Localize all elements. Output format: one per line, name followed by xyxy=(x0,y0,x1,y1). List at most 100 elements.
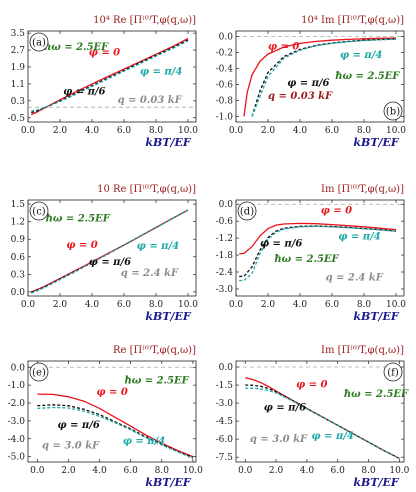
x-tick-label: 2.0 xyxy=(261,126,276,136)
panel-letter: (d) xyxy=(240,207,254,218)
panel-letter-badge xyxy=(383,362,403,382)
annotation-label: φ = π/4 xyxy=(137,241,179,252)
series-line-2 xyxy=(251,38,397,117)
y-tick-label: -4.0 xyxy=(8,435,26,445)
panel-title: 10⁴ Re [Π⁽⁰⁾T,φ(q,ω)] xyxy=(93,15,196,26)
annotation-label: q = 3.0 kF xyxy=(250,434,308,445)
y-tick-label: -1.2 xyxy=(216,234,233,244)
x-tick-label: 4.0 xyxy=(293,126,308,136)
panel-letter-badge xyxy=(29,201,49,221)
annotation-label: ħω = 2.5EF xyxy=(44,42,109,53)
annotation-label: q = 0.03 kF xyxy=(118,95,183,106)
panel-letter-badge xyxy=(29,362,49,382)
series-line-1 xyxy=(37,404,194,459)
series-line-0 xyxy=(243,37,397,117)
panel-c: 0.0 2.0 4.0 6.0 8.0 10.0 0.0 0.3 0.6 0.9 1.2 1.5 ħω … xyxy=(11,184,199,323)
annotation-label: ħω = 2.5EF xyxy=(46,214,111,225)
x-tick-label: 10.0 xyxy=(178,300,198,310)
y-tick-label: -1.0 xyxy=(216,112,234,122)
x-tick-label: 10.0 xyxy=(386,300,406,310)
x-tick-label: 2.0 xyxy=(61,466,76,476)
y-tick-label: -0.4 xyxy=(216,65,234,75)
annotation-label: φ = π/4 xyxy=(123,436,165,447)
plot-frame xyxy=(27,360,197,463)
panel-title: Im [Π⁽⁰⁾T,φ(q,ω)] xyxy=(321,345,404,356)
x-tick-label: 4.0 xyxy=(92,466,107,476)
y-tick-label: -5.0 xyxy=(8,453,26,463)
x-tick-label: 2.0 xyxy=(53,300,68,310)
x-tick-label: 0.0 xyxy=(229,126,244,136)
annotation-label: q = 2.4 kF xyxy=(326,272,384,283)
annotation-label: φ = 0 xyxy=(321,205,352,216)
y-tick-label: -0.6 xyxy=(216,217,234,227)
series-line-2 xyxy=(30,209,189,294)
panel-title: 10⁴ Im [Π⁽⁰⁾T,φ(q,ω)] xyxy=(301,15,404,26)
x-tick-label: 6.0 xyxy=(325,300,340,310)
annotation-label: φ = π/4 xyxy=(338,232,380,243)
annotation-label: φ = 0 xyxy=(296,379,327,390)
x-tick-label: 2.0 xyxy=(261,300,276,310)
x-tick-label: 8.0 xyxy=(357,300,372,310)
y-tick-label: -1.8 xyxy=(216,251,234,261)
x-tick-label: 0.0 xyxy=(30,466,45,476)
y-tick-label: -2.0 xyxy=(8,399,26,409)
y-tick-label: 0.0 xyxy=(219,200,234,210)
y-tick-label: -4.5 xyxy=(216,417,234,427)
panel-letter: (a) xyxy=(32,38,46,49)
y-tick-label: 3.5 xyxy=(11,29,26,39)
y-tick-label: 0.0 xyxy=(219,33,234,43)
x-tick-label: 8.0 xyxy=(149,126,164,136)
x-tick-label: 6.0 xyxy=(325,126,340,136)
x-tick-label: 10.0 xyxy=(389,466,409,476)
panel-letter-badge xyxy=(237,201,257,221)
x-tick-label: 0.0 xyxy=(229,300,244,310)
annotation-label: ħω = 2.5EF xyxy=(274,254,339,265)
annotation-label: φ = 0 xyxy=(96,387,127,398)
y-tick-label: -0.5 xyxy=(8,114,26,124)
plot-frame xyxy=(235,360,405,463)
plot-frame xyxy=(235,199,405,297)
panel-letter-badge xyxy=(383,101,403,121)
annotation-label: q = 0.03 kF xyxy=(268,91,333,102)
plot-frame xyxy=(27,199,197,297)
annotation-label: φ = π/4 xyxy=(340,50,382,61)
x-axis-label: kBT/EF xyxy=(353,136,400,149)
annotation-label: φ = π/6 xyxy=(58,420,100,431)
panel-e: 0.0 2.0 4.0 6.0 8.0 10.0 -5.0 -4.0 -3.0 -2.0 -1.0 0… xyxy=(8,345,204,489)
annotation-label: φ = 0 xyxy=(89,47,120,58)
y-tick-label: 1.9 xyxy=(11,63,26,73)
y-tick-label: -2.4 xyxy=(216,268,234,278)
annotation-label: ħω = 2.5EF xyxy=(335,71,400,82)
panel-title: Im [Π⁽⁰⁾T,φ(q,ω)] xyxy=(321,184,404,195)
series-line-0 xyxy=(239,222,397,255)
panel-letter: (f) xyxy=(387,368,399,379)
y-tick-label: -7.5 xyxy=(216,453,234,463)
x-axis-label: kBT/EF xyxy=(353,476,400,489)
y-tick-label: -1.0 xyxy=(8,381,26,391)
x-tick-label: 6.0 xyxy=(124,466,139,476)
panel-a: 0.0 2.0 4.0 6.0 8.0 10.0 -0.5 0.3 1.1 1.9 2.7 3.5 ħω… xyxy=(8,15,199,149)
x-tick-label: 6.0 xyxy=(117,126,132,136)
y-tick-label: -0.6 xyxy=(216,80,234,90)
series-line-2 xyxy=(245,387,400,459)
y-tick-label: -3.0 xyxy=(216,399,234,409)
y-tick-label: -3.0 xyxy=(8,417,26,427)
x-tick-label: 4.0 xyxy=(85,300,100,310)
x-tick-label: 10.0 xyxy=(178,126,198,136)
panel-f: 0.0 2.0 4.0 6.0 8.0 10.0 -7.5 -6.0 -4.5 -3.0 -1.5 0… xyxy=(216,345,410,489)
y-tick-label: 0.0 xyxy=(219,363,234,373)
y-tick-label: 0.9 xyxy=(11,235,26,245)
panel-title: Re [Π⁽⁰⁾T,φ(q,ω)] xyxy=(113,345,196,356)
series-line-0 xyxy=(37,393,194,458)
panel-d: 0.0 2.0 4.0 6.0 8.0 10.0 -3.0 -2.4 -1.8 -1.2 -0.6 0… xyxy=(216,184,407,323)
x-tick-label: 8.0 xyxy=(361,466,376,476)
x-tick-label: 0.0 xyxy=(21,300,36,310)
y-tick-label: 1.1 xyxy=(11,80,25,90)
x-axis-label: kBT/EF xyxy=(145,136,192,149)
x-tick-label: 0.0 xyxy=(238,466,253,476)
y-tick-label: -0.2 xyxy=(216,49,233,59)
series-line-2 xyxy=(239,225,397,282)
y-tick-label: -6.0 xyxy=(216,435,234,445)
x-axis-label: kBT/EF xyxy=(353,310,400,323)
plot-frame xyxy=(27,30,197,123)
